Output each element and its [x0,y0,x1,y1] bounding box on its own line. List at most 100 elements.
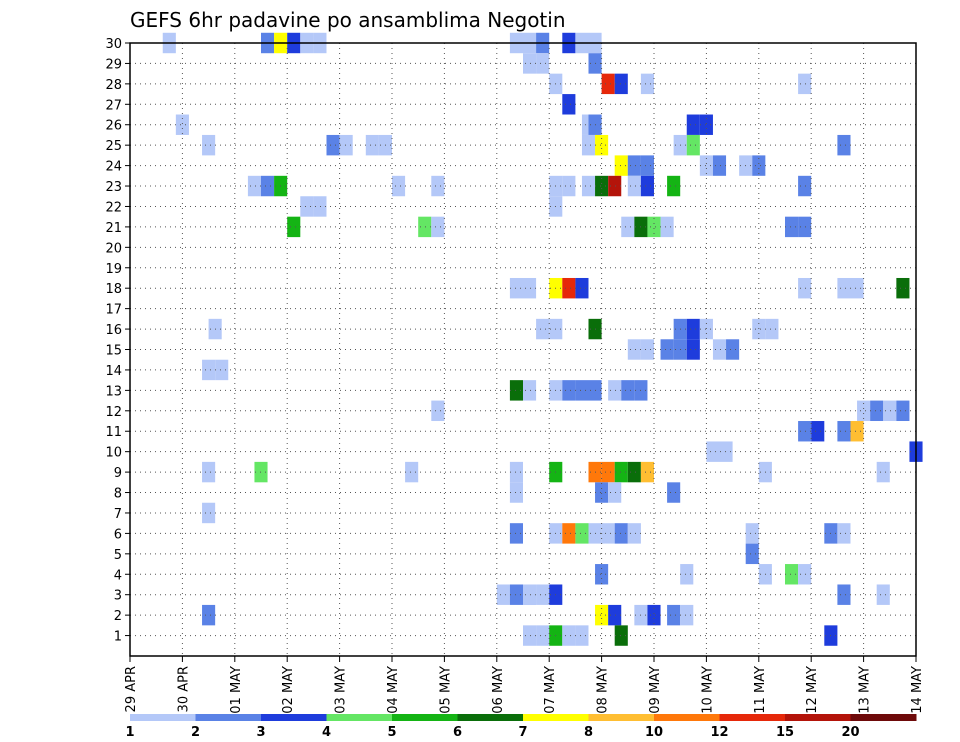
heatmap-cell [686,318,700,340]
y-tick-label: 29 [105,57,122,72]
y-tick-label: 25 [105,139,122,154]
heatmap-cell [215,359,229,381]
y-tick-label: 22 [105,200,122,215]
heatmap-cell [523,584,537,606]
legend-swatch [850,714,917,721]
y-tick-label: 9 [114,466,122,481]
heatmap-cell [896,277,910,299]
legend-label: 4 [322,725,331,740]
heatmap-cell [640,73,654,95]
x-tick-label: 14 MAY [910,666,925,714]
x-tick-label: 06 MAY [491,666,506,714]
heatmap-cell [660,216,674,238]
y-tick-label: 24 [105,160,122,175]
heatmap-cell [509,380,523,401]
legend-label: 7 [518,725,527,740]
heatmap-cell [431,400,445,422]
legend-swatch [588,714,655,721]
legend-label: 1 [125,725,134,740]
legend-swatch [719,714,786,721]
heatmap-cell [686,339,700,360]
y-tick-label: 28 [105,78,122,93]
y-tick-label: 8 [114,487,122,502]
heatmap-cell [595,175,609,197]
heatmap-cell [870,400,884,422]
legend-label: 2 [191,725,200,740]
heatmap-cell [202,604,216,626]
heatmap-cell [523,53,537,74]
y-axis-ticks: 1234567891011121314151617181920212223242… [105,37,130,645]
x-tick-label: 30 APR [176,666,191,712]
heatmap-cell [562,277,576,299]
y-tick-label: 20 [105,241,122,256]
legend-swatch [130,714,196,721]
legend-label: 5 [387,725,396,740]
heatmap-cell [785,216,799,238]
heatmap-cell [798,216,812,238]
heatmap-cell [837,421,851,442]
heatmap-cell [699,114,713,135]
heatmap-cell [896,400,910,422]
heatmap-cell [595,134,609,156]
y-tick-label: 26 [105,119,122,134]
legend-swatch [654,714,720,721]
heatmap-cell [627,461,641,483]
y-tick-label: 6 [114,527,122,542]
y-tick-label: 4 [114,568,122,583]
x-axis-ticks: 29 APR 30 APR 01 MAY 02 MAY 03 MAY 04 MAY 05 M… [124,656,925,714]
heatmap-cell [509,277,523,299]
color-legend: 1 2 3 4 5 6 7 8 10 12 15 20 [125,714,917,740]
x-tick-label: 11 MAY [753,666,768,714]
heatmap-cell [680,604,694,626]
heatmap-cell [418,216,432,238]
heatmap-cell [575,277,589,299]
heatmap-cell [536,53,550,74]
heatmap-cells [162,32,923,646]
heatmap-cell [837,134,851,156]
heatmap-cell [614,73,628,95]
heatmap-cell [523,625,537,646]
y-tick-label: 3 [114,589,122,604]
heatmap-cell [608,175,622,197]
heatmap-cell [850,421,864,442]
y-tick-label: 21 [105,221,122,236]
legend-swatch [195,714,262,721]
x-tick-label: 07 MAY [543,666,558,714]
heatmap-cell [614,625,628,646]
heatmap-cell [562,625,576,646]
y-tick-label: 16 [105,323,122,338]
heatmap-cell [726,339,740,360]
heatmap-cell [640,155,654,176]
heatmap-cell [686,134,700,156]
legend-label: 12 [710,725,728,740]
legend-swatch [261,714,327,721]
heatmap-cell [883,400,897,422]
heatmap-cell [752,155,766,176]
y-tick-label: 5 [114,548,122,563]
x-tick-label: 12 MAY [805,666,820,714]
y-tick-label: 13 [105,384,122,399]
heatmap-cell [798,277,812,299]
heatmap-cell [300,196,314,217]
y-tick-label: 18 [105,282,122,297]
legend-swatch [326,714,393,721]
heatmap-cell [627,175,641,197]
heatmap-cell [686,114,700,135]
heatmap-cell [365,134,379,156]
grid-lines [130,43,916,656]
heatmap-cell [202,134,216,156]
heatmap-cell [627,523,641,544]
heatmap-cell [857,400,871,422]
heatmap-cell [601,461,615,483]
heatmap-cell [811,421,825,442]
legend-label: 3 [256,725,265,740]
heatmap-cell [660,339,674,360]
heatmap-cell [595,482,609,503]
heatmap-cell [798,73,812,95]
heatmap-cell [562,523,576,544]
x-tick-label: 05 MAY [438,666,453,714]
heatmap-cell [785,564,799,585]
heatmap-cell [339,134,353,156]
heatmap-cell [699,155,713,176]
heatmap-cell [509,584,523,605]
